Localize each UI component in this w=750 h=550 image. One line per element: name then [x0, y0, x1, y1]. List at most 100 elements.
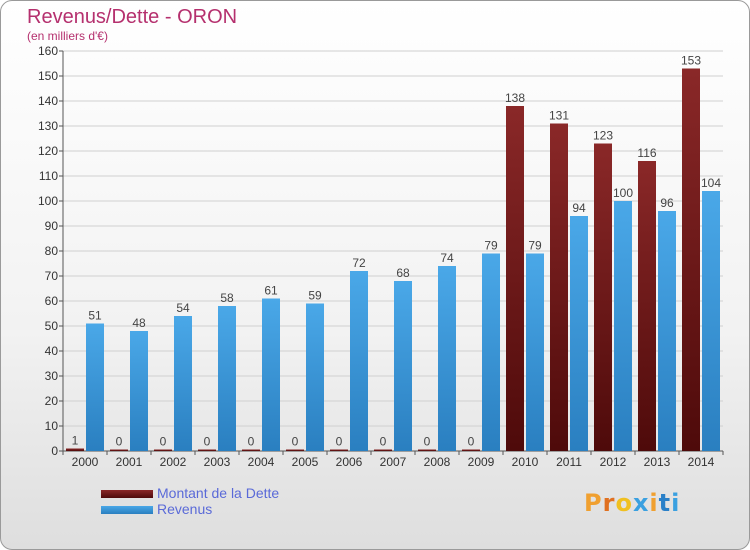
data-label-revenus: 54 [176, 301, 190, 315]
bar-dette [66, 448, 84, 451]
bar-revenus [482, 253, 500, 451]
bar-revenus [174, 316, 192, 451]
bar-revenus [526, 253, 544, 451]
bar-dette [638, 161, 656, 451]
grid-lines [63, 50, 723, 452]
y-tick-label: 120 [38, 144, 58, 158]
data-label-dette: 0 [248, 435, 255, 449]
x-tick-label: 2006 [336, 455, 363, 469]
bar-revenus [306, 303, 324, 451]
y-tick-label: 80 [45, 244, 59, 258]
legend-item-dette: Montant de la Dette [101, 485, 401, 503]
data-label-revenus: 79 [484, 239, 498, 253]
bar-revenus [262, 298, 280, 451]
bar-dette [110, 449, 128, 451]
bar-revenus [86, 323, 104, 451]
bar-dette [286, 449, 304, 451]
bar-revenus [394, 281, 412, 451]
bar-dette [242, 449, 260, 451]
data-label-dette: 1 [72, 434, 79, 448]
chart-subtitle: (en milliers d'€) [27, 29, 108, 43]
bar-revenus [658, 211, 676, 451]
logo-letter: i [671, 489, 681, 517]
data-label-revenus: 58 [220, 291, 234, 305]
data-label-dette: 0 [336, 435, 343, 449]
x-tick-label: 2002 [160, 455, 187, 469]
x-tick-label: 2000 [72, 455, 99, 469]
y-tick-label: 30 [45, 369, 59, 383]
bar-dette [418, 449, 436, 451]
bar-revenus [570, 216, 588, 451]
bar-dette [374, 449, 392, 451]
y-tick-label: 130 [38, 119, 58, 133]
bar-dette [550, 123, 568, 451]
legend-swatch-dette [101, 490, 153, 498]
y-tick-label: 100 [38, 194, 58, 208]
x-tick-label: 2003 [204, 455, 231, 469]
data-label-dette: 0 [204, 435, 211, 449]
legend-label-revenus: Revenus [157, 501, 213, 517]
x-tick-label: 2011 [556, 455, 582, 469]
data-label-revenus: 68 [396, 266, 410, 280]
data-label-dette: 0 [292, 435, 299, 449]
chart-title: Revenus/Dette - ORON [27, 6, 238, 28]
axes [59, 50, 724, 455]
data-label-revenus: 79 [528, 239, 542, 253]
bar-dette [154, 449, 172, 451]
data-label-revenus: 96 [660, 196, 674, 210]
logo-letter: t [658, 489, 672, 517]
x-tick-label: 2012 [600, 455, 627, 469]
logo-letter: i [649, 489, 659, 517]
bar-revenus [614, 201, 632, 451]
x-tick-label: 2007 [380, 455, 407, 469]
y-tick-label: 150 [38, 69, 58, 83]
data-label-revenus: 61 [264, 284, 278, 298]
x-tick-label: 2009 [468, 455, 495, 469]
logo-letter: o [615, 489, 633, 517]
data-label-dette: 0 [160, 435, 167, 449]
logo-letter: r [602, 489, 616, 517]
y-tick-label: 40 [45, 344, 59, 358]
bar-dette [462, 449, 480, 451]
y-tick-label: 20 [45, 394, 59, 408]
data-label-dette: 0 [468, 435, 475, 449]
x-tick-label: 2008 [424, 455, 451, 469]
labels: 0102030405060708090100110120130140150160… [38, 44, 721, 469]
bar-revenus [218, 306, 236, 451]
data-label-dette: 131 [549, 109, 569, 123]
y-tick-label: 70 [45, 269, 59, 283]
data-label-dette: 0 [380, 435, 387, 449]
y-tick-label: 10 [45, 419, 59, 433]
data-label-revenus: 72 [352, 256, 366, 270]
y-tick-label: 90 [45, 219, 59, 233]
legend: Montant de la Dette Revenus [101, 485, 401, 519]
x-tick-label: 2001 [116, 455, 143, 469]
data-label-dette: 0 [424, 435, 431, 449]
y-tick-label: 140 [38, 94, 58, 108]
y-tick-label: 0 [51, 444, 58, 458]
bar-revenus [702, 191, 720, 451]
data-label-revenus: 59 [308, 289, 322, 303]
bar-dette [594, 143, 612, 451]
y-tick-label: 160 [38, 44, 58, 58]
data-label-dette: 138 [505, 91, 525, 105]
logo-letter: P [584, 489, 603, 517]
data-label-revenus: 94 [572, 201, 586, 215]
bar-revenus [350, 271, 368, 451]
bar-dette [198, 449, 216, 451]
bar-dette [682, 68, 700, 451]
legend-swatch-revenus [101, 506, 153, 514]
legend-label-dette: Montant de la Dette [157, 485, 280, 501]
data-label-dette: 0 [116, 435, 123, 449]
data-label-dette: 116 [637, 146, 656, 160]
x-tick-label: 2014 [688, 455, 715, 469]
bars [66, 68, 720, 451]
x-tick-label: 2013 [644, 455, 671, 469]
x-tick-label: 2010 [512, 455, 539, 469]
bar-dette [506, 106, 524, 451]
y-tick-label: 50 [45, 319, 59, 333]
bar-revenus [438, 266, 456, 451]
y-tick-label: 60 [45, 294, 59, 308]
proxiti-logo: Proxiti [584, 489, 680, 517]
